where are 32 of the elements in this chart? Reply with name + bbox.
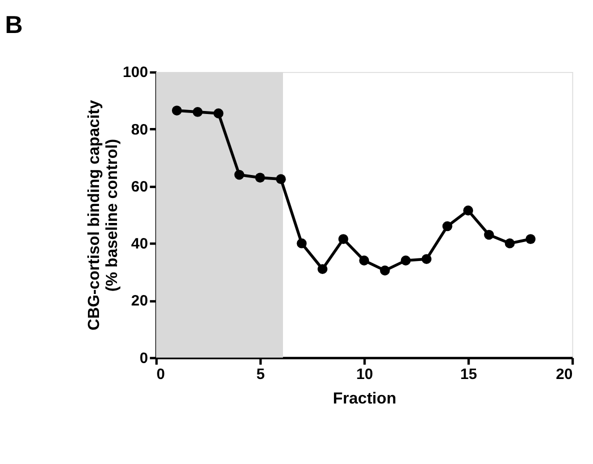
x-tick-label: 20: [556, 366, 573, 383]
point: [484, 230, 494, 240]
point: [234, 170, 244, 180]
y-tick-label: 20: [131, 292, 148, 310]
point: [192, 107, 203, 117]
x-tick-label: 5: [256, 366, 265, 383]
y-tick-label: 40: [131, 236, 148, 253]
point: [296, 238, 307, 248]
y-axis-title: CBG-cortisol binding capacity (% baseline control): [85, 100, 122, 330]
chart-title: B: [5, 12, 23, 40]
point: [380, 266, 390, 276]
point: [504, 238, 515, 248]
point: [214, 108, 224, 118]
y-tick-label: 100: [122, 64, 148, 82]
point: [276, 174, 286, 184]
point: [463, 206, 474, 216]
point: [400, 256, 411, 266]
point: [318, 264, 328, 274]
point: [526, 234, 536, 244]
y-tick-label: 60: [131, 178, 148, 196]
y-tick-label: 0: [140, 350, 148, 367]
point: [359, 256, 370, 266]
x-tick-label: 0: [156, 366, 165, 383]
x-axis-title: Fraction: [332, 389, 396, 408]
x-tick-label: 10: [356, 366, 374, 383]
y-tick-label: 80: [131, 121, 148, 138]
point: [422, 254, 432, 264]
point: [255, 172, 266, 183]
point: [172, 106, 182, 116]
x-tick-label: 15: [460, 366, 478, 383]
point: [338, 234, 348, 244]
point: [442, 221, 452, 232]
